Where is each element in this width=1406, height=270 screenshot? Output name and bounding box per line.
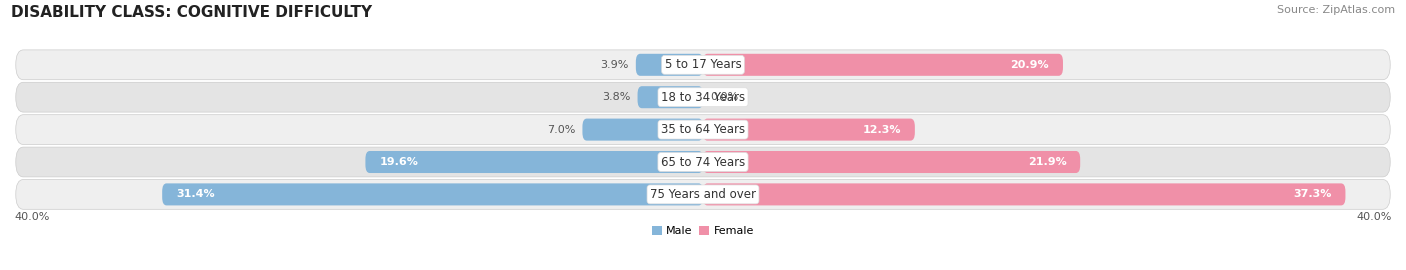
FancyBboxPatch shape xyxy=(582,119,703,141)
FancyBboxPatch shape xyxy=(15,82,1391,112)
FancyBboxPatch shape xyxy=(703,54,1063,76)
Text: 37.3%: 37.3% xyxy=(1294,189,1331,200)
Text: Source: ZipAtlas.com: Source: ZipAtlas.com xyxy=(1277,5,1395,15)
FancyBboxPatch shape xyxy=(15,180,1391,209)
Legend: Male, Female: Male, Female xyxy=(647,221,759,241)
Text: 0.0%: 0.0% xyxy=(710,92,738,102)
FancyBboxPatch shape xyxy=(703,119,915,141)
Text: 19.6%: 19.6% xyxy=(380,157,418,167)
FancyBboxPatch shape xyxy=(162,183,703,205)
Text: 20.9%: 20.9% xyxy=(1011,60,1049,70)
Text: 35 to 64 Years: 35 to 64 Years xyxy=(661,123,745,136)
Text: 3.8%: 3.8% xyxy=(602,92,631,102)
FancyBboxPatch shape xyxy=(15,50,1391,80)
Text: 40.0%: 40.0% xyxy=(1357,212,1392,222)
Text: 40.0%: 40.0% xyxy=(14,212,49,222)
Text: DISABILITY CLASS: COGNITIVE DIFFICULTY: DISABILITY CLASS: COGNITIVE DIFFICULTY xyxy=(11,5,373,21)
Text: 3.9%: 3.9% xyxy=(600,60,628,70)
Text: 21.9%: 21.9% xyxy=(1028,157,1066,167)
FancyBboxPatch shape xyxy=(636,54,703,76)
Text: 18 to 34 Years: 18 to 34 Years xyxy=(661,91,745,104)
FancyBboxPatch shape xyxy=(366,151,703,173)
Text: 65 to 74 Years: 65 to 74 Years xyxy=(661,156,745,168)
Text: 7.0%: 7.0% xyxy=(547,124,575,135)
Text: 5 to 17 Years: 5 to 17 Years xyxy=(665,58,741,71)
Text: 31.4%: 31.4% xyxy=(176,189,215,200)
FancyBboxPatch shape xyxy=(703,151,1080,173)
Text: 12.3%: 12.3% xyxy=(862,124,901,135)
FancyBboxPatch shape xyxy=(15,147,1391,177)
FancyBboxPatch shape xyxy=(15,115,1391,144)
Text: 75 Years and over: 75 Years and over xyxy=(650,188,756,201)
FancyBboxPatch shape xyxy=(703,183,1346,205)
FancyBboxPatch shape xyxy=(637,86,703,108)
